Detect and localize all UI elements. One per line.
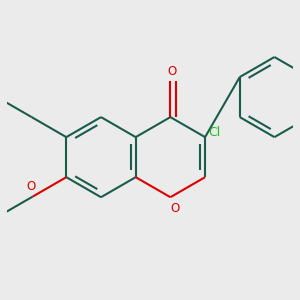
Text: Cl: Cl [208, 126, 221, 139]
Text: O: O [170, 202, 179, 215]
Text: O: O [27, 180, 36, 193]
Text: O: O [167, 65, 176, 78]
